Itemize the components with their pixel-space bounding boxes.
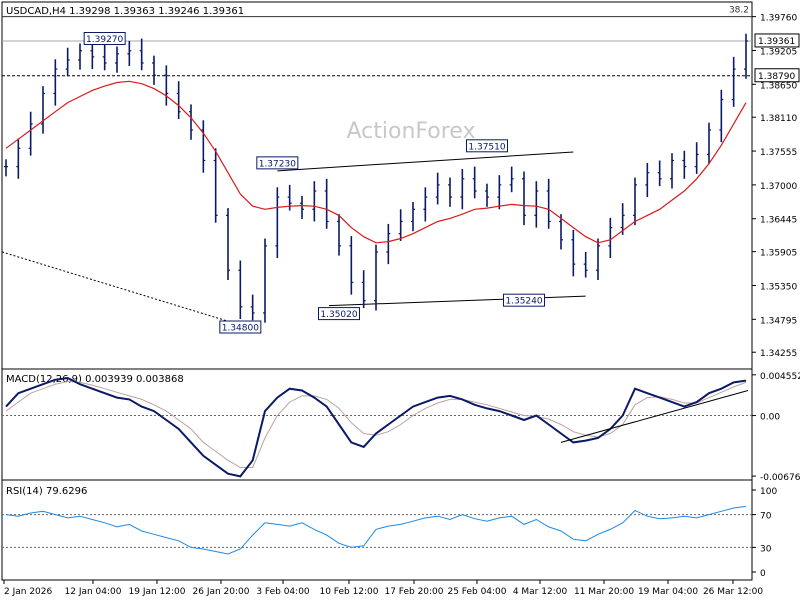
price-y-tick-label: 1.37555 [760, 148, 797, 158]
x-tick-label: 2 Jan 2026 [4, 587, 52, 597]
macd-y-tick-label: -0.006764 [760, 473, 800, 483]
x-tick-label: 19 Jan 12:00 [129, 587, 186, 597]
annotation-box [256, 156, 299, 170]
x-tick-label: 26 Mar 12:00 [703, 587, 763, 597]
macd-layer [2, 376, 752, 478]
rsi-layer [2, 505, 752, 555]
current-price-box [754, 33, 800, 48]
current-price-label: 1.39361 [758, 37, 795, 47]
annotation-label: 1.37510 [468, 142, 505, 152]
x-tick-label: 3 Feb 04:00 [256, 587, 310, 597]
annotation-box [503, 293, 545, 307]
x-tick-label: 26 Jan 20:00 [193, 587, 250, 597]
annotation-box [83, 32, 126, 46]
descending-trendline [1, 251, 241, 326]
x-tick-label: 19 Mar 04:00 [638, 587, 698, 597]
axis-layer: 1.39760 1.39205 1.38650 1.38110 1.37555 1.370… [3, 14, 800, 597]
price-y-tick-label: 1.35905 [760, 249, 797, 259]
rsi-line [5, 505, 747, 555]
macd-trendline [560, 390, 749, 443]
x-tick-label: 25 Feb 04:00 [447, 587, 506, 597]
fib-label: 38.2 [729, 6, 749, 16]
annotation-label: 1.39270 [86, 35, 123, 45]
annotation-label: 1.34800 [222, 324, 259, 334]
rsi-y-tick-label: 0 [760, 569, 766, 579]
price-y-tick-label: 1.36445 [760, 216, 797, 226]
annotation-box [219, 320, 262, 334]
channel-upper-line [277, 151, 574, 172]
x-tick-label: 4 Mar 12:00 [513, 587, 568, 597]
price-y-tick-label: 1.38650 [760, 81, 797, 91]
x-tick-label: 10 Feb 12:00 [319, 587, 378, 597]
rsi-panel-frame [1, 479, 753, 581]
price-y-tick-label: 1.39205 [760, 47, 797, 57]
annotation-label: 1.35240 [505, 297, 542, 307]
dashed-level-label: 1.38790 [758, 72, 795, 82]
annotation-label: 1.37230 [259, 159, 296, 169]
rsi-y-tick-label: 100 [760, 487, 777, 497]
macd-y-tick-label: 0.004552 [760, 372, 800, 382]
x-tick-label: 11 Mar 20:00 [574, 587, 634, 597]
price-layer: 38.2 1.39270 1.37230 1.37510 1.34800 1.35020 1… [1, 6, 752, 334]
annotation-box [318, 307, 360, 321]
macd-label: MACD(12,26,9) 0.003939 0.003868 [6, 374, 184, 385]
rsi-y-tick-label: 70 [760, 512, 772, 522]
x-tick-label: 17 Feb 20:00 [384, 587, 443, 597]
macd-signal-line [5, 380, 747, 468]
watermark: ActionForex [347, 119, 476, 144]
annotation-box [466, 139, 508, 153]
chart-header: USDCAD,H4 1.39298 1.39363 1.39246 1.3936… [6, 6, 244, 17]
macd-y-tick-label: 0.00 [760, 413, 780, 423]
rsi-y-tick-label: 30 [760, 544, 772, 554]
moving-average-line [5, 80, 747, 244]
price-y-tick-label: 1.37000 [760, 182, 797, 192]
annotation-label: 1.35020 [320, 310, 357, 320]
macd-line [5, 376, 747, 478]
price-y-tick-label: 1.39760 [760, 14, 797, 24]
x-tick-label: 12 Jan 04:00 [65, 587, 122, 597]
price-y-tick-label: 1.38110 [760, 114, 797, 124]
rsi-label: RSI(14) 79.6296 [6, 486, 87, 497]
dashed-level-box [754, 68, 800, 83]
price-y-tick-label: 1.34795 [760, 316, 797, 326]
price-y-tick-label: 1.34255 [760, 349, 797, 359]
price-y-tick-label: 1.35350 [760, 282, 797, 292]
